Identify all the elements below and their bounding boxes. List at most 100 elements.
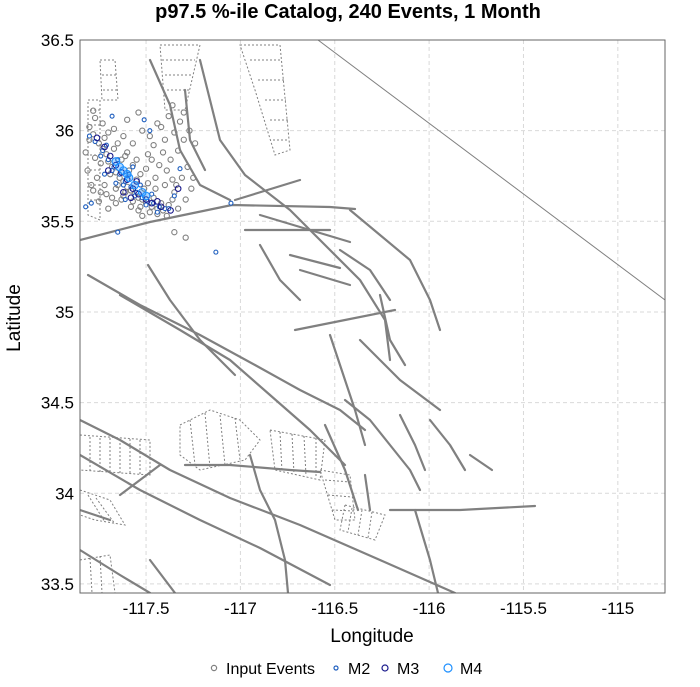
- event-point: [90, 187, 97, 194]
- fault-zone-hatch: [179, 409, 261, 471]
- event-point: [186, 127, 193, 134]
- event-point: [148, 199, 156, 207]
- x-axis-ticks: -117.5 -117 -116.5 -116 -115.5 -115: [123, 599, 635, 618]
- fault-trace: [80, 508, 112, 522]
- plot-frame: [79, 39, 666, 594]
- event-point: [123, 176, 131, 183]
- event-point: [114, 140, 121, 147]
- fault-trace: [80, 548, 152, 593]
- event-point: [88, 181, 95, 189]
- fault-map: [80, 40, 665, 593]
- event-point: [147, 128, 153, 134]
- event-point: [146, 209, 153, 216]
- series-input-events: [82, 102, 199, 241]
- event-point: [91, 154, 99, 162]
- event-point: [112, 185, 120, 192]
- x-tick-label: -116.5: [311, 599, 358, 618]
- y-tick-label: 35: [55, 303, 74, 322]
- x-tick-label: -117.5: [123, 599, 170, 618]
- fault-trace: [358, 338, 442, 412]
- event-point: [130, 180, 140, 190]
- legend-label: M4: [460, 661, 482, 678]
- y-tick-label: 36.5: [41, 31, 74, 50]
- event-point: [103, 151, 110, 158]
- event-point: [177, 166, 183, 172]
- event-point: [86, 133, 92, 139]
- event-point: [122, 152, 129, 160]
- fault-zone-hatch: [80, 489, 126, 526]
- event-point: [101, 171, 108, 177]
- event-point: [103, 190, 110, 198]
- event-point: [118, 169, 125, 176]
- event-point: [142, 196, 150, 203]
- fault-trace: [146, 263, 237, 377]
- legend-label: M2: [348, 661, 370, 678]
- event-point: [157, 123, 165, 131]
- event-point: [91, 114, 99, 122]
- event-point: [105, 205, 112, 212]
- fault-zone-hatch: [319, 469, 356, 521]
- event-point: [176, 118, 184, 125]
- event-point: [159, 149, 167, 156]
- event-point: [97, 189, 104, 196]
- series-m4: [111, 157, 151, 201]
- event-point: [129, 140, 136, 147]
- event-series: [82, 102, 234, 255]
- event-point: [84, 167, 91, 174]
- event-point: [146, 132, 153, 140]
- fault-trace: [198, 58, 392, 362]
- fault-trace: [248, 453, 290, 593]
- fault-trace: [118, 463, 162, 497]
- event-point: [104, 167, 112, 174]
- y-tick-label: 35.5: [41, 212, 74, 231]
- fault-trace: [298, 268, 352, 287]
- fault-trace: [413, 508, 440, 593]
- x-axis-label: Longitude: [330, 626, 413, 647]
- event-point: [171, 193, 177, 199]
- event-point: [110, 145, 118, 152]
- fault-trace: [363, 473, 372, 512]
- event-point: [163, 167, 170, 174]
- fault-trace: [343, 398, 422, 492]
- event-point: [82, 149, 89, 156]
- y-axis-ticks: 33.5 34 34.5 35 35.5 36 36.5: [41, 31, 74, 594]
- event-point: [169, 102, 176, 109]
- y-tick-label: 34.5: [41, 394, 74, 413]
- grid: [80, 39, 665, 593]
- event-point: [161, 136, 169, 143]
- event-point: [109, 113, 115, 119]
- legend-item: M2: [333, 661, 370, 678]
- y-tick-label: 34: [55, 484, 74, 503]
- x-tick-label: -115.5: [500, 599, 547, 618]
- legend-label: Input Events: [226, 661, 315, 678]
- fault-zone-hatch: [269, 429, 326, 481]
- legend-item: M4: [443, 661, 482, 678]
- event-point: [122, 197, 128, 203]
- fault-trace: [348, 208, 442, 332]
- fault-zone-hatch: [339, 504, 386, 541]
- event-point: [142, 165, 150, 172]
- fault-trace: [428, 418, 467, 472]
- event-point: [167, 207, 174, 214]
- fault-trace: [258, 213, 352, 244]
- fault-trace: [86, 273, 367, 432]
- event-point: [110, 125, 118, 132]
- event-point: [83, 204, 89, 210]
- event-point: [143, 202, 149, 208]
- event-point: [182, 196, 189, 203]
- fault-trace: [378, 293, 407, 367]
- event-point: [171, 229, 178, 236]
- event-point: [150, 142, 157, 149]
- event-point: [129, 198, 136, 205]
- event-point: [113, 180, 119, 186]
- event-point: [115, 229, 121, 235]
- event-point: [127, 203, 135, 210]
- event-point: [101, 143, 108, 151]
- event-point: [148, 156, 155, 163]
- fault-trace: [288, 253, 342, 270]
- event-point: [139, 127, 146, 134]
- event-point: [101, 134, 108, 142]
- event-point: [115, 162, 124, 172]
- fault-zone-hatch: [80, 554, 116, 593]
- event-point: [93, 134, 101, 142]
